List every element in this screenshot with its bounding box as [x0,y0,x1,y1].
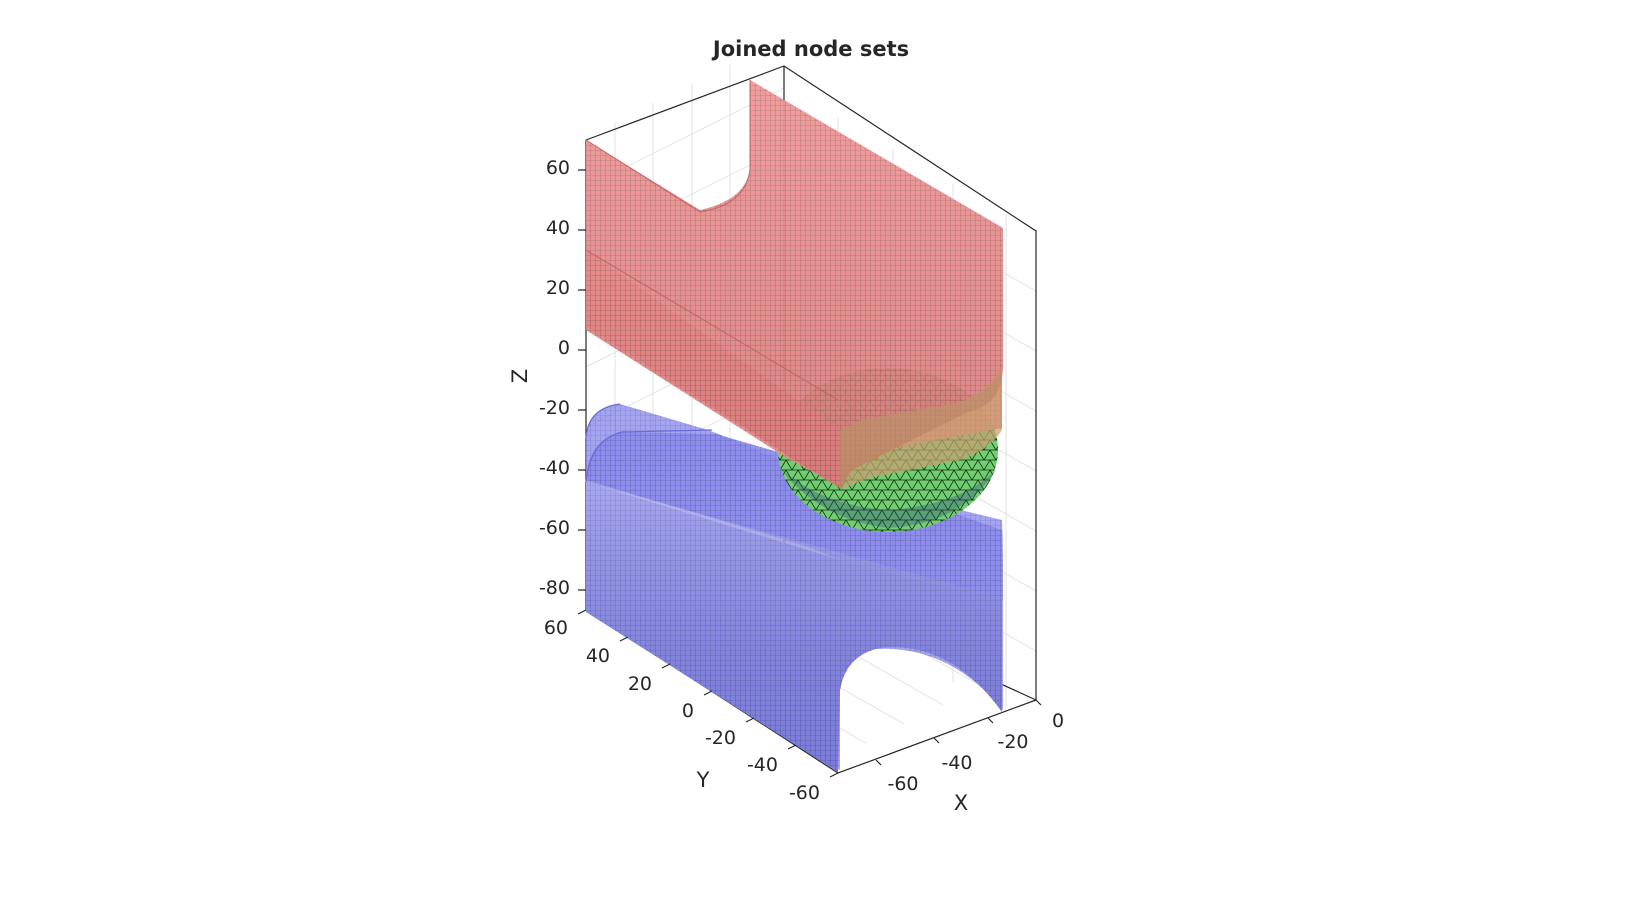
y-tick-marks [577,609,839,778]
y-tick-label: 0 [682,700,694,722]
y-tick-label: -40 [747,754,778,776]
y-tick-label: 60 [544,617,568,639]
y-tick-label: 20 [628,673,652,695]
figure-title: Joined node sets [711,37,909,61]
y-tick-label: -60 [789,782,820,804]
sphere-shadow-band [780,468,996,528]
lower-channel-top [586,432,1003,600]
x-tick-label: -40 [941,752,972,774]
z-tick-marks [578,169,586,591]
x-axis: -60 -40 -20 0 X [875,699,1064,815]
x-tick-marks [875,699,1042,766]
z-tick-label: -60 [539,517,570,539]
z-tick-label: 20 [546,277,570,299]
y-axis: 60 40 20 0 -20 -40 -60 Y [544,609,839,804]
upper-channel [585,80,1003,490]
z-tick-label: -40 [539,457,570,479]
z-axis: 60 40 20 0 -20 -40 -60 -80 Z [508,157,586,599]
z-axis-label: Z [508,369,532,383]
y-tick-label: -20 [705,727,736,749]
z-tick-label: 40 [546,217,570,239]
z-tick-label: 60 [546,157,570,179]
x-axis-label: X [954,791,968,815]
y-tick-label: 40 [586,645,610,667]
z-tick-label: -20 [539,397,570,419]
upper-channel-edges [585,80,839,401]
x-tick-label: -20 [997,731,1028,753]
z-tick-label: -80 [539,577,570,599]
y-axis-label: Y [696,768,710,792]
lower-channel-edges [585,403,713,483]
x-tick-label: -60 [887,773,918,795]
x-tick-label: 0 [1052,710,1064,732]
z-tick-label: 0 [558,337,570,359]
